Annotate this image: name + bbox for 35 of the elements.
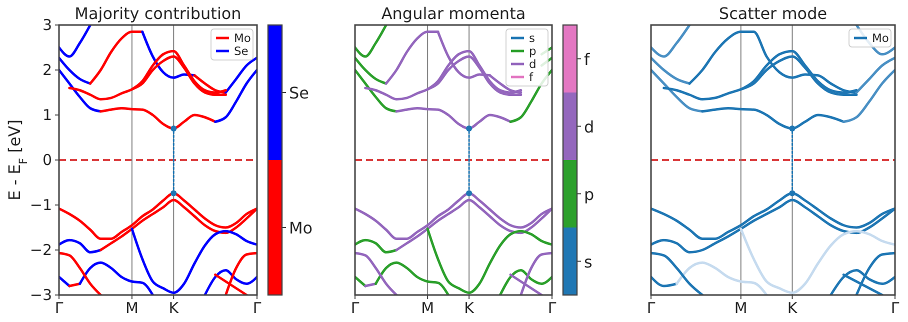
color-bar-label: Mo [289, 218, 313, 238]
x-tick-label: Γ [252, 299, 262, 317]
x-tick-label: Γ [548, 299, 557, 317]
chart-title: Scatter mode [718, 4, 828, 23]
x-tick-label: Γ [646, 299, 656, 317]
x-tick-label: Γ [54, 299, 64, 317]
x-tick-label: M [734, 299, 748, 317]
chart-title: Majority contribution [74, 4, 242, 23]
legend-label: Mo [234, 31, 251, 45]
x-tick-label: K [464, 299, 476, 317]
y-tick-label: −3 [30, 286, 52, 304]
y-tick-label: 3 [42, 16, 52, 34]
legend-label: Mo [872, 31, 889, 45]
y-tick-label: 0 [42, 151, 52, 169]
y-tick-label: 1 [42, 106, 52, 124]
x-tick-label: M [421, 299, 434, 317]
x-tick-label: K [787, 299, 798, 317]
x-tick-label: M [125, 299, 138, 317]
x-tick-label: Γ [890, 299, 900, 317]
color-bar-label: s [584, 252, 592, 272]
legend-label: p [529, 44, 536, 58]
color-bar-label: f [584, 50, 590, 69]
x-tick-label: K [168, 299, 180, 317]
color-bar-label: Se [289, 84, 309, 102]
y-tick-label: 2 [42, 61, 52, 79]
y-tick-label: −1 [30, 196, 52, 214]
color-bar-label: d [584, 117, 594, 136]
color-bar-label: p [584, 184, 594, 204]
legend-label: f [529, 70, 534, 84]
legend-label: d [529, 57, 536, 71]
legend-label: s [529, 31, 535, 45]
chart-title: Angular momenta [381, 4, 526, 23]
x-tick-label: Γ [350, 299, 360, 317]
legend-label: Se [234, 44, 248, 58]
y-tick-label: −2 [30, 241, 52, 259]
